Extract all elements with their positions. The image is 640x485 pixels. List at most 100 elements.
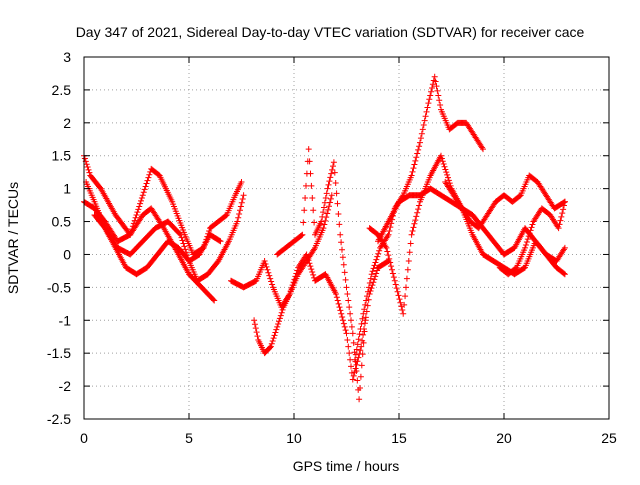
data-point bbox=[326, 178, 333, 185]
data-point bbox=[351, 356, 358, 363]
series-track-11 bbox=[442, 172, 568, 232]
x-tick-label: 10 bbox=[286, 430, 302, 446]
data-point bbox=[408, 231, 415, 238]
data-point bbox=[326, 199, 333, 206]
data-point bbox=[558, 213, 565, 220]
data-point bbox=[528, 224, 535, 231]
x-tick-label: 5 bbox=[185, 430, 193, 446]
data-point bbox=[343, 330, 350, 337]
data-point bbox=[350, 339, 357, 346]
data-point bbox=[210, 296, 217, 303]
data-point bbox=[321, 221, 328, 228]
data-point bbox=[358, 320, 365, 327]
data-point bbox=[522, 241, 529, 248]
data-point bbox=[355, 336, 362, 343]
data-point bbox=[85, 166, 92, 173]
data-point bbox=[373, 256, 380, 263]
data-point bbox=[81, 155, 88, 162]
data-point bbox=[403, 284, 409, 291]
data-point bbox=[419, 126, 426, 133]
data-point bbox=[400, 310, 407, 317]
data-point bbox=[384, 233, 391, 240]
data-point bbox=[561, 271, 568, 278]
data-point bbox=[276, 315, 283, 322]
data-point bbox=[356, 396, 363, 403]
data-point bbox=[480, 146, 486, 153]
data-point bbox=[310, 271, 317, 278]
data-point bbox=[334, 297, 341, 304]
data-point bbox=[308, 182, 315, 189]
data-point bbox=[441, 163, 448, 170]
data-point bbox=[433, 83, 440, 90]
data-point bbox=[364, 302, 371, 309]
data-point bbox=[390, 274, 397, 281]
data-point bbox=[251, 321, 258, 328]
y-axis-title: SDTVAR / TECUs bbox=[5, 182, 21, 294]
data-point bbox=[332, 179, 339, 186]
data-point bbox=[336, 221, 343, 228]
data-point bbox=[421, 117, 428, 124]
data-point bbox=[348, 317, 354, 324]
data-point bbox=[310, 207, 317, 214]
data-point bbox=[132, 214, 139, 221]
data-point bbox=[352, 351, 359, 358]
data-point bbox=[372, 259, 379, 266]
data-point bbox=[337, 231, 344, 238]
series-track-9 bbox=[366, 152, 568, 317]
data-point bbox=[138, 197, 144, 204]
data-point bbox=[401, 301, 408, 308]
data-point bbox=[307, 263, 314, 270]
data-point bbox=[346, 304, 353, 311]
data-point bbox=[438, 155, 445, 162]
data-point bbox=[556, 221, 563, 228]
data-point bbox=[360, 339, 367, 346]
data-point bbox=[529, 221, 536, 228]
data-point bbox=[399, 307, 406, 314]
data-point bbox=[330, 163, 336, 170]
chart-title: Day 347 of 2021, Sidereal Day-to-day VTE… bbox=[76, 24, 585, 40]
data-point bbox=[555, 225, 562, 232]
data-point bbox=[357, 384, 363, 391]
data-point bbox=[352, 365, 359, 372]
data-point bbox=[320, 209, 327, 216]
data-point bbox=[277, 312, 284, 319]
data-point bbox=[321, 204, 327, 211]
x-tick-label: 0 bbox=[80, 430, 88, 446]
data-point bbox=[434, 87, 441, 94]
data-point bbox=[345, 343, 352, 350]
data-point bbox=[561, 244, 568, 251]
data-point bbox=[353, 368, 360, 375]
data-point bbox=[375, 250, 382, 257]
data-point bbox=[402, 293, 409, 300]
data-point bbox=[407, 240, 414, 247]
data-point bbox=[404, 266, 411, 273]
data-point bbox=[397, 299, 404, 306]
data-point bbox=[427, 92, 434, 99]
data-point bbox=[370, 279, 377, 286]
data-point bbox=[561, 198, 568, 205]
data-point bbox=[333, 290, 339, 297]
data-point bbox=[356, 331, 363, 338]
data-point bbox=[141, 186, 148, 193]
y-tick-label: 1.5 bbox=[52, 148, 72, 164]
x-axis-title: GPS time / hours bbox=[293, 458, 400, 474]
data-point bbox=[182, 246, 189, 253]
y-tick-label: 2 bbox=[63, 115, 71, 131]
data-point bbox=[366, 279, 373, 286]
data-point bbox=[267, 343, 274, 350]
data-point bbox=[354, 377, 361, 384]
data-point bbox=[403, 275, 410, 282]
data-point bbox=[324, 185, 331, 192]
data-point bbox=[324, 210, 331, 217]
data-point bbox=[409, 228, 416, 235]
data-point bbox=[357, 326, 364, 333]
data-point bbox=[412, 157, 419, 164]
data-point bbox=[216, 237, 223, 244]
data-point bbox=[339, 254, 346, 261]
data-point bbox=[206, 227, 213, 234]
data-point bbox=[334, 200, 341, 207]
data-point bbox=[180, 240, 187, 247]
data-point bbox=[394, 288, 401, 295]
data-point bbox=[269, 337, 276, 344]
data-point bbox=[348, 323, 355, 330]
